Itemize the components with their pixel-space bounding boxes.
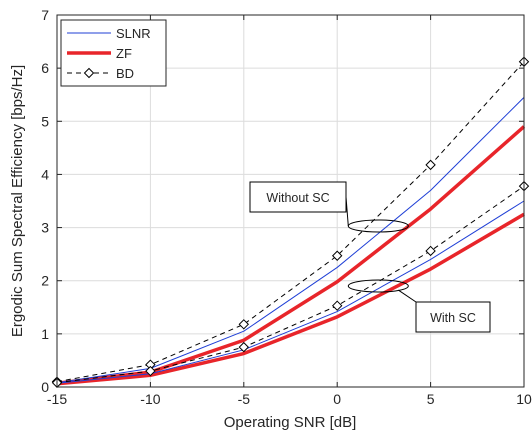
x-tick-label: 0 xyxy=(333,391,341,407)
legend-label-zf: ZF xyxy=(116,46,132,61)
legend-label-bd: BD xyxy=(116,66,134,81)
x-tick-label: 10 xyxy=(516,391,532,407)
annotation-label: With SC xyxy=(430,311,476,325)
bd-marker xyxy=(83,67,95,79)
x-axis-label: Operating SNR [dB] xyxy=(224,414,357,431)
series-line-bd xyxy=(56,61,525,383)
y-tick-label: 5 xyxy=(41,113,49,129)
x-tick-label: -10 xyxy=(140,391,160,407)
y-tick-label: 1 xyxy=(41,326,49,342)
annotation-label: Without SC xyxy=(266,191,329,205)
legend: SLNR ZF BD xyxy=(60,19,167,87)
ticks: -15 -10 -5 0 5 10 0 1 2 3 4 5 6 7 xyxy=(41,7,532,407)
annotation-leader xyxy=(398,289,417,303)
bd-marker xyxy=(425,159,436,171)
series-line-zf xyxy=(56,212,525,386)
x-tick-label: -5 xyxy=(238,391,251,407)
series-line-zf xyxy=(56,125,526,386)
y-tick-label: 2 xyxy=(41,273,49,289)
series-layer xyxy=(51,56,530,388)
y-tick-label: 7 xyxy=(41,7,49,23)
annotations: Without SC With SC xyxy=(249,181,491,333)
bd-marker xyxy=(238,319,250,330)
y-tick-label: 6 xyxy=(41,60,49,76)
bd-marker xyxy=(238,341,250,353)
x-tick-label: 5 xyxy=(427,391,435,407)
bd-marker xyxy=(331,250,343,261)
bd-marker xyxy=(331,300,343,311)
annotation-box xyxy=(415,301,491,333)
x-tick-label: -15 xyxy=(47,391,67,407)
y-axis-label: Ergodic Sum Spectral Efficiency [bps/Hz] xyxy=(9,65,26,337)
series-line-slnr xyxy=(56,200,525,384)
legend-label-slnr: SLNR xyxy=(116,26,151,41)
y-tick-label: 4 xyxy=(41,166,49,182)
annotation-box xyxy=(249,181,347,213)
series-line-slnr xyxy=(56,97,525,384)
annotation-ellipse xyxy=(347,279,409,293)
bd-marker xyxy=(425,245,436,257)
bd-marker xyxy=(145,365,156,377)
y-tick-label: 0 xyxy=(41,379,49,395)
y-tick-label: 3 xyxy=(41,220,49,236)
plot-frame xyxy=(56,14,525,388)
